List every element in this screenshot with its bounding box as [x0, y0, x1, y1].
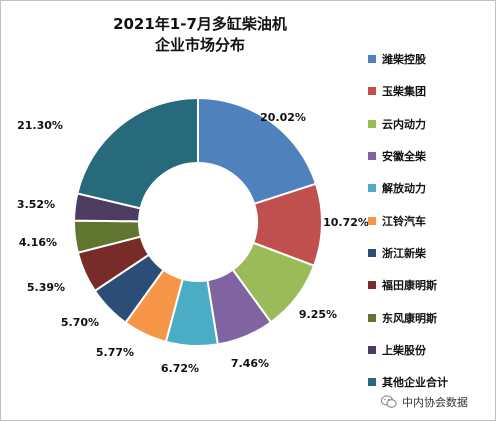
legend-swatch: [368, 152, 376, 161]
data-label-11: 21.30%: [17, 119, 63, 132]
legend-item-3: 云内动力: [368, 108, 448, 140]
data-label-3: 9.25%: [299, 308, 337, 321]
legend-swatch: [368, 281, 376, 290]
legend-swatch: [368, 378, 376, 387]
legend-swatch: [368, 248, 376, 257]
legend-label: 福田康明斯: [382, 279, 437, 293]
legend-item-2: 玉柴集团: [368, 75, 448, 107]
legend-item-9: 东风康明斯: [368, 301, 448, 333]
legend-swatch: [368, 87, 376, 96]
donut-slice-1: [197, 96, 318, 206]
legend-label: 江铃汽车: [382, 214, 426, 228]
donut-slice-11: [76, 96, 199, 210]
watermark: 中内协会数据: [380, 394, 468, 410]
data-label-6: 5.77%: [96, 346, 134, 359]
watermark-text: 中内协会数据: [402, 396, 468, 409]
legend-label: 安徽全柴: [382, 150, 426, 164]
legend-swatch: [368, 216, 376, 225]
legend-label: 潍柴控股: [382, 53, 426, 67]
legend-item-7: 浙江新柴: [368, 237, 448, 269]
legend-item-10: 上柴股份: [368, 334, 448, 366]
legend-swatch: [368, 313, 376, 322]
legend-label: 浙江新柴: [382, 246, 426, 260]
chart-title-line-2: 企业市场分布: [154, 36, 245, 54]
data-label-7: 5.70%: [61, 316, 99, 329]
legend-item-1: 潍柴控股: [368, 43, 448, 75]
legend-item-4: 安徽全柴: [368, 140, 448, 172]
data-label-4: 7.46%: [231, 357, 269, 370]
chart-title-line-1: 2021年1-7月多缸柴油机: [113, 15, 287, 33]
legend-label: 云内动力: [382, 117, 426, 131]
data-label-10: 3.52%: [17, 198, 55, 211]
data-label-2: 10.72%: [323, 216, 369, 229]
legend-label: 解放动力: [382, 182, 426, 196]
legend-label: 玉柴集团: [382, 85, 426, 99]
legend-item-5: 解放动力: [368, 172, 448, 204]
wechat-icon: [380, 395, 397, 409]
legend-swatch: [368, 345, 376, 354]
legend-swatch: [368, 55, 376, 64]
legend-swatch: [368, 119, 376, 128]
legend-swatch: [368, 184, 376, 193]
data-label-1: 20.02%: [260, 111, 306, 124]
legend-label: 东风康明斯: [382, 311, 437, 325]
chart-legend: 潍柴控股玉柴集团云内动力安徽全柴解放动力江铃汽车浙江新柴福田康明斯东风康明斯上柴…: [368, 43, 448, 398]
legend-label: 其他企业合计: [382, 376, 448, 390]
data-label-9: 4.16%: [19, 236, 57, 249]
legend-label: 上柴股份: [382, 343, 426, 357]
data-label-5: 6.72%: [161, 362, 199, 375]
legend-item-8: 福田康明斯: [368, 269, 448, 301]
chart-title: 2021年1-7月多缸柴油机 企业市场分布: [110, 14, 290, 56]
legend-item-6: 江铃汽车: [368, 204, 448, 236]
legend-item-11: 其他企业合计: [368, 366, 448, 398]
data-label-8: 5.39%: [27, 281, 65, 294]
